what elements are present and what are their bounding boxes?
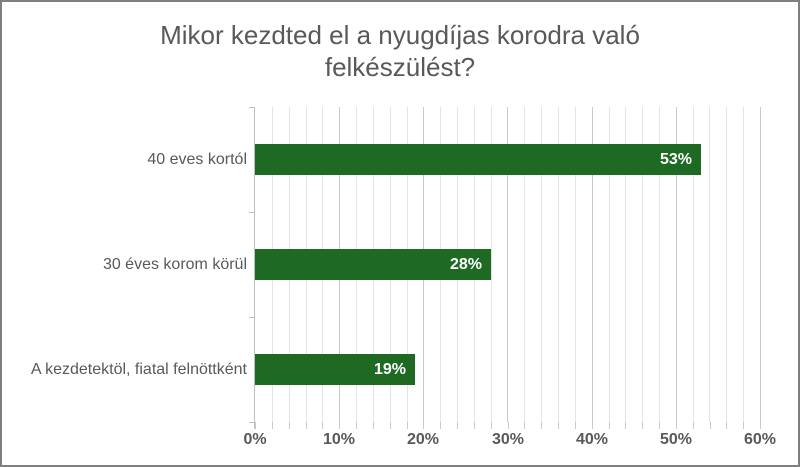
x-axis-minor-tick — [625, 422, 626, 429]
plot-area: 53% 28% 19% — [255, 107, 761, 422]
category-axis-label: A kezdetektöl, fiatal felnöttként — [30, 361, 247, 378]
x-axis-minor-tick — [407, 422, 408, 429]
x-axis-minor-tick — [659, 422, 660, 429]
x-axis-tick-label: 50% — [659, 431, 693, 448]
y-axis-category-tick — [249, 212, 255, 213]
y-axis-line — [254, 107, 255, 429]
y-axis-category-tick — [249, 317, 255, 318]
bar-value-label: 19% — [373, 360, 406, 378]
minor-gridline — [659, 107, 660, 422]
minor-gridline — [642, 107, 643, 422]
bar-value-label: 53% — [659, 150, 692, 168]
bar: 53% — [255, 144, 701, 175]
minor-gridline — [575, 107, 576, 422]
x-axis-tick-label: 20% — [406, 431, 440, 448]
major-gridline — [592, 107, 593, 422]
x-axis-minor-tick — [289, 422, 290, 429]
x-axis-minor-tick — [423, 422, 424, 429]
bar: 19% — [255, 354, 415, 385]
bar: 28% — [255, 249, 491, 280]
x-axis-tick-label: 10% — [322, 431, 356, 448]
x-axis-minor-tick — [558, 422, 559, 429]
x-axis-tick-label: 60% — [743, 431, 777, 448]
x-axis-minor-tick — [693, 422, 694, 429]
x-axis-minor-tick — [710, 422, 711, 429]
major-gridline — [760, 107, 761, 422]
x-axis-minor-tick — [541, 422, 542, 429]
minor-gridline — [541, 107, 542, 422]
x-axis-minor-tick — [339, 422, 340, 429]
minor-gridline — [524, 107, 525, 422]
bar-value-label: 28% — [449, 255, 482, 273]
x-axis-tick-label: 40% — [575, 431, 609, 448]
x-axis-minor-tick — [474, 422, 475, 429]
y-axis-category-tick — [249, 422, 255, 423]
x-axis-minor-tick — [356, 422, 357, 429]
minor-gridline — [609, 107, 610, 422]
x-axis-tick-label: 30% — [491, 431, 525, 448]
category-axis-label: 30 éves korom körül — [102, 256, 247, 273]
x-axis-minor-tick — [743, 422, 744, 429]
category-axis-label: 40 eves kortól — [147, 151, 247, 168]
x-axis-minor-tick — [457, 422, 458, 429]
x-axis-minor-tick — [508, 422, 509, 429]
x-axis-minor-tick — [524, 422, 525, 429]
major-gridline — [507, 107, 508, 422]
chart-title-line-1: Mikor kezdted el a nyugdíjas korodra val… — [160, 20, 640, 50]
minor-gridline — [693, 107, 694, 422]
minor-gridline — [558, 107, 559, 422]
x-axis-minor-tick — [592, 422, 593, 429]
x-axis-minor-tick — [440, 422, 441, 429]
major-gridline — [676, 107, 677, 422]
x-axis-tick-label: 0% — [243, 431, 267, 448]
x-axis-minor-tick — [642, 422, 643, 429]
x-axis-minor-tick — [491, 422, 492, 429]
minor-gridline — [726, 107, 727, 422]
chart-title-line-2: felkészülést? — [324, 52, 476, 82]
minor-gridline — [625, 107, 626, 422]
x-axis-minor-tick — [255, 422, 256, 429]
x-axis-minor-tick — [575, 422, 576, 429]
x-axis-minor-tick — [676, 422, 677, 429]
minor-gridline — [709, 107, 710, 422]
x-axis-minor-tick — [306, 422, 307, 429]
x-axis-minor-tick — [322, 422, 323, 429]
minor-gridline — [743, 107, 744, 422]
x-axis-minor-tick — [609, 422, 610, 429]
y-axis-category-tick — [249, 107, 255, 108]
minor-gridline — [491, 107, 492, 422]
x-axis-minor-tick — [272, 422, 273, 429]
chart-title: Mikor kezdted el a nyugdíjas korodra val… — [2, 19, 798, 83]
x-axis-minor-tick — [390, 422, 391, 429]
x-axis-minor-tick — [373, 422, 374, 429]
x-axis-minor-tick — [760, 422, 761, 429]
x-axis-minor-tick — [726, 422, 727, 429]
